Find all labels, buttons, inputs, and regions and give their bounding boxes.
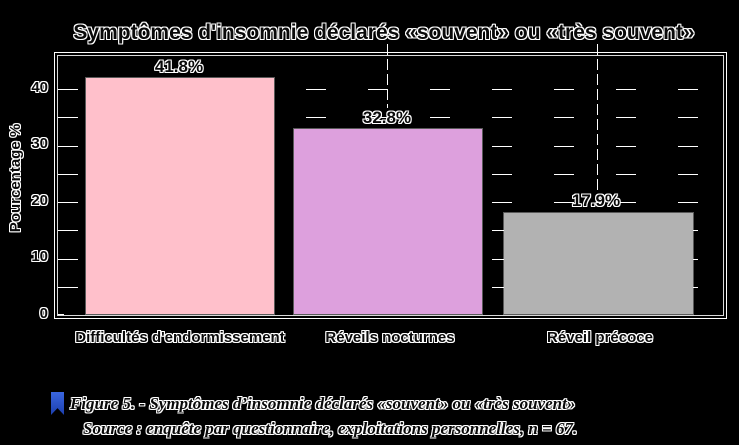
y-tick-label-20: 20 (31, 192, 48, 209)
y-tick-label-40: 40 (31, 79, 48, 96)
y-tick-label-10: 10 (31, 248, 48, 265)
plot-inner (58, 56, 723, 315)
gridline-35 (58, 117, 723, 118)
center-line-bar3 (597, 44, 598, 190)
y-tick-label-30: 30 (31, 135, 48, 152)
bar-reveils-nocturnes (294, 129, 482, 314)
y-tick-40 (58, 89, 64, 90)
y-tick-30 (58, 146, 64, 147)
bookmark-icon (51, 392, 64, 415)
center-line-bar2 (387, 44, 388, 108)
y-tick-label-0: 0 (39, 305, 48, 322)
value-label-2: 32.8% (362, 108, 412, 127)
x-category-label-1: Difficultés d'endormissement (75, 329, 285, 346)
x-category-label-2: Réveils nocturnes (325, 329, 455, 346)
y-axis-label: Pourcentage % (7, 123, 24, 233)
figure-caption: Figure 5. - Symptômes d’insomnie déclaré… (70, 394, 576, 413)
plot-area (54, 52, 727, 319)
value-label-1: 41.8% (154, 57, 204, 76)
y-tick-20 (58, 202, 64, 203)
value-label-3: 17.9% (571, 191, 621, 210)
bar-reveil-precoce (504, 213, 693, 314)
x-category-label-3: Réveil précoce (547, 329, 653, 346)
chart-title: Symptômes d'insomnie déclarés «souvent» … (73, 21, 695, 44)
y-tick-0 (58, 314, 64, 315)
gridline-40 (58, 89, 723, 90)
y-tick-10 (58, 259, 64, 260)
bar-difficultes-endormissement (86, 78, 274, 314)
figure-source: Source : enquête par questionnaire, expl… (83, 419, 578, 438)
